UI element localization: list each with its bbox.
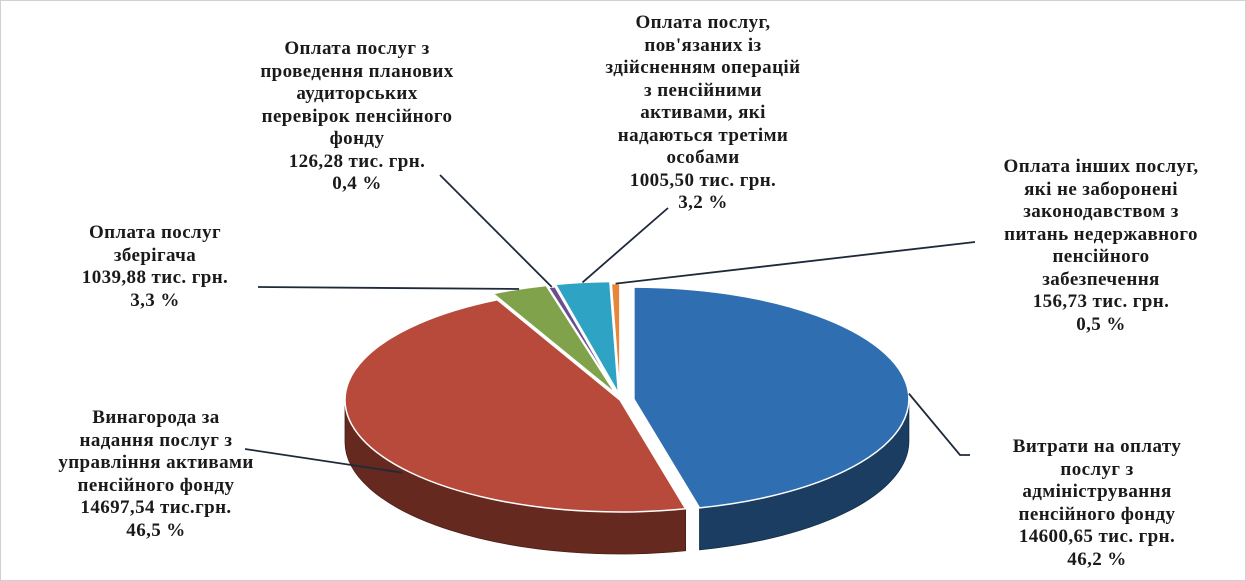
leader-line-0 [908,393,970,456]
pie-tops [344,280,910,513]
slice-percent: 46,2 % [1067,548,1127,570]
slice-label-line: пов'язаних із [644,34,762,56]
slice-label-line: питань недержавного [1004,223,1198,245]
leader-lines [244,174,976,474]
slice-label-line: фонду [329,128,385,149]
slice-label-line: здійсненням операцій [605,57,801,78]
slice-label-1: Винагорода за надання послуг з управління … [22,407,290,542]
pie-slice-1 [344,298,687,513]
slice-label-5: Оплата інших послуг, які не заборонені зак… [965,156,1237,336]
slice-label-line: надаються третіми [617,124,789,146]
pie-slice-0 [633,286,910,509]
slice-percent: 3,2 % [678,192,728,213]
slice-label-3: Оплата послуг з проведення планових аудито… [222,38,492,196]
slice-label-line: активами, які [640,102,766,123]
slice-label-2: Оплата послуг зберігача 1039,88 тис. грн. 3… [30,222,280,312]
slice-label-line: забезпечення [1042,268,1160,290]
slice-label-line: Витрати на оплату [1012,436,1182,457]
slice-value: 1039,88 тис. грн. [81,267,229,288]
slice-label-line: послуг з [1060,458,1134,480]
leader-line-1 [244,448,402,474]
slice-label-line: Винагорода за [92,407,220,428]
slice-label-line: Оплата послуг, [635,12,771,33]
slice-label-line: законодавством з [1023,201,1179,222]
pie-slice-4 [554,280,620,394]
slice-label-line: надання послуг з [79,429,233,451]
slice-percent: 46,5 % [126,519,186,541]
slice-label-line: пенсійного фонду [1018,503,1176,525]
slice-value: 156,73 тис. грн. [1032,291,1170,312]
pie-slice-2 [491,284,617,395]
slice-percent: 0,5 % [1076,313,1126,335]
leader-line-3 [439,174,553,288]
slice-label-line: Оплата послуг з [284,38,430,59]
slice-value: 126,28 тис. грн. [288,150,426,172]
slice-label-line: проведення планових [260,60,454,82]
slice-label-line: пенсійного [1052,246,1150,267]
slice-label-line: перевірок пенсійного [261,105,453,127]
slice-label-line: аудиторських [296,83,418,104]
slice-label-line: адміністрування [1022,481,1172,502]
slice-label-line: особами [666,147,740,168]
leader-line-5 [615,241,976,285]
slice-percent: 3,3 % [130,289,180,311]
slice-label-line: управління активами [58,452,254,473]
slice-label-line: пенсійного фонду [77,474,235,496]
slice-value: 14697,54 тис.грн. [80,497,232,518]
leader-line-2 [257,286,520,290]
slice-value: 1005,50 тис. грн. [629,169,777,191]
slice-label-line: зберігача [113,244,197,266]
slice-label-line: Оплата інших послуг, [1003,156,1199,177]
leader-line-4 [581,207,669,284]
slice-label-line: з пенсійними [644,79,762,101]
slice-label-0: Витрати на оплату послуг з адміністрування… [962,436,1232,571]
slice-label-4: Оплата послуг, пов'язаних із здійсненням о… [548,12,858,215]
slice-percent: 0,4 % [332,173,382,194]
slice-value: 14600,65 тис. грн. [1018,526,1176,547]
slice-label-line: Оплата послуг [88,222,222,243]
slice-label-line: які не заборонені [1024,178,1178,200]
